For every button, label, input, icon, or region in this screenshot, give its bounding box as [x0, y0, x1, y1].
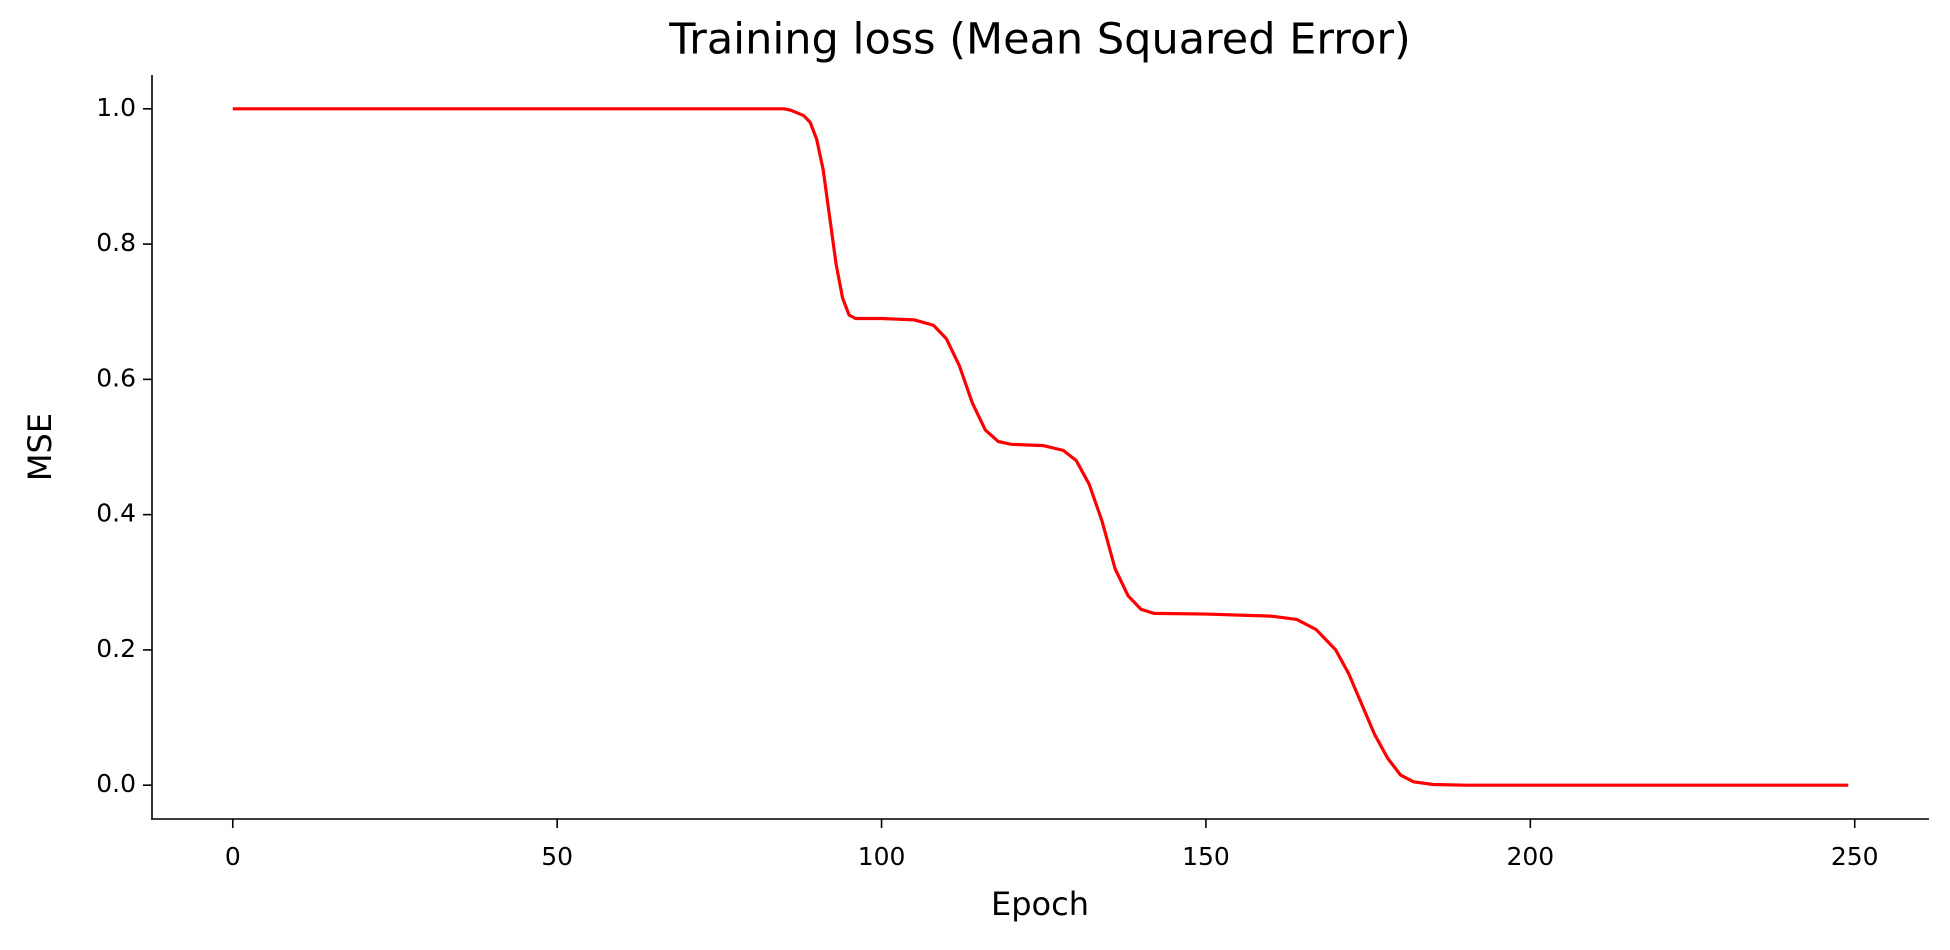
y-tick-label: 1.0	[96, 93, 136, 122]
x-tick-label: 200	[1506, 842, 1554, 871]
x-tick-label: 0	[225, 842, 241, 871]
y-tick-label: 0.0	[96, 769, 136, 798]
y-tick-label: 0.8	[96, 228, 136, 257]
y-axis-label: MSE	[21, 413, 59, 481]
x-tick-label: 100	[858, 842, 906, 871]
y-tick-label: 0.6	[96, 363, 136, 392]
chart-title: Training loss (Mean Squared Error)	[668, 15, 1411, 65]
x-tick-label: 150	[1182, 842, 1230, 871]
loss-line	[232, 107, 1849, 787]
y-tick-label: 0.2	[96, 634, 136, 663]
y-tick-label: 0.4	[96, 499, 136, 528]
x-tick-label: 50	[541, 842, 573, 871]
x-tick-label: 250	[1831, 842, 1879, 871]
x-axis-label: Epoch	[991, 885, 1089, 923]
